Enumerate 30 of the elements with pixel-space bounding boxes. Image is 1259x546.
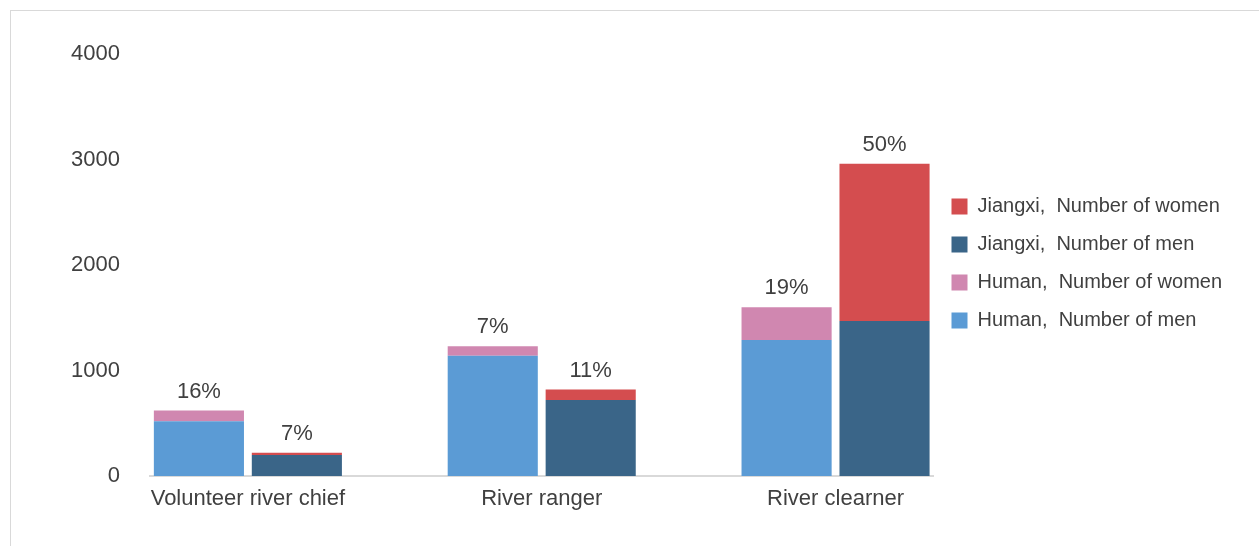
y-tick-label: 3000 xyxy=(70,145,120,171)
legend-label: Jiangxi, Number of women xyxy=(977,194,1220,217)
bar xyxy=(153,421,244,476)
bar xyxy=(153,410,244,422)
annotation: 50% xyxy=(862,130,907,156)
y-tick-label: 1000 xyxy=(70,356,120,382)
legend-label: Human, Number of women xyxy=(977,270,1223,293)
bar xyxy=(447,355,538,476)
bar xyxy=(447,346,538,356)
legend-label: Jiangxi, Number of men xyxy=(977,232,1195,255)
annotation: 7% xyxy=(476,313,509,339)
bar xyxy=(251,454,342,476)
x-tick-label: Volunteer river chief xyxy=(150,485,346,511)
y-tick-label: 2000 xyxy=(70,251,120,277)
y-tick-label: 4000 xyxy=(70,40,120,66)
annotation: 16% xyxy=(176,377,221,403)
bar xyxy=(545,389,636,401)
legend-label: Human, Number of men xyxy=(977,308,1197,331)
bar xyxy=(251,452,342,455)
x-tick-label: River ranger xyxy=(481,485,603,511)
annotation: 7% xyxy=(280,419,313,445)
x-tick-label: River clearner xyxy=(767,485,905,511)
bar xyxy=(839,163,930,321)
bar xyxy=(839,320,930,476)
y-tick-label: 0 xyxy=(107,462,120,488)
bar xyxy=(741,307,832,340)
bar xyxy=(545,400,636,476)
annotation: 19% xyxy=(764,274,809,300)
bar xyxy=(741,339,832,476)
annotation: 11% xyxy=(569,356,612,382)
